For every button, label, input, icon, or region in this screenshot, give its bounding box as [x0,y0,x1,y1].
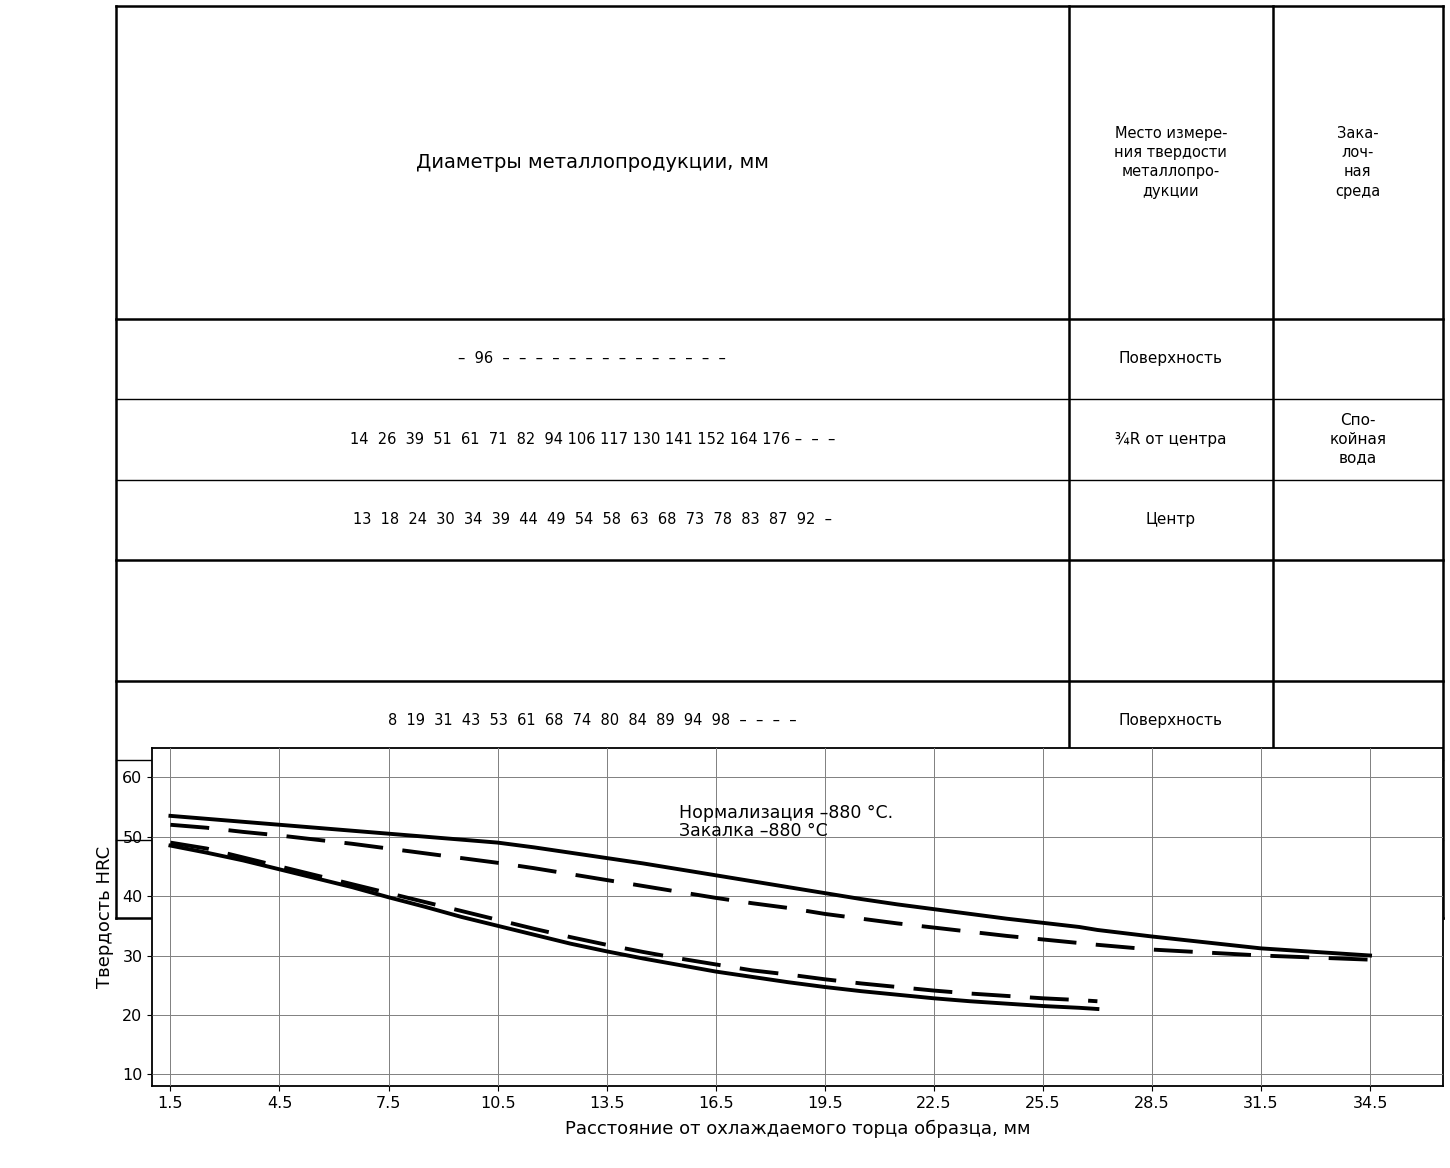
Text: Центр: Центр [1146,513,1196,527]
Text: Центр: Центр [1146,871,1196,887]
Text: Закалка –880 °C: Закалка –880 °C [680,822,828,840]
Text: Место измере-
ния твердости
металлопро-
дукции: Место измере- ния твердости металлопро- … [1115,126,1227,199]
Text: Диаметры металлопродукции, мм: Диаметры металлопродукции, мм [416,153,768,172]
Text: Нормализация –880 °C.: Нормализация –880 °C. [680,804,893,822]
Text: 5  12  18  25  31  38  44  49  54  59  63  68  72  77  82  87  92  –: 5 12 18 25 31 38 44 49 54 59 63 68 72 77… [357,793,828,808]
Text: –  5  10  14  19  24  29  33  38  42  45  49  52  57  62  67  71  75: – 5 10 14 19 24 29 33 38 42 45 49 52 57 … [357,871,828,887]
Text: Спо-
койное
масло: Спо- койное масло [1330,773,1386,826]
Text: ¾R от центра: ¾R от центра [1115,793,1227,808]
Text: Зака-
лоч-
ная
среда: Зака- лоч- ная среда [1335,126,1380,199]
X-axis label: Расстояние от охлаждаемого торца образца, мм: Расстояние от охлаждаемого торца образца… [564,1119,1031,1138]
Text: Поверхность: Поверхность [1119,352,1222,367]
Text: 14  26  39  51  61  71  82  94 106 117 130 141 152 164 176 –  –  –: 14 26 39 51 61 71 82 94 106 117 130 141 … [349,432,835,446]
Text: 8  19  31  43  53  61  68  74  80  84  89  94  98  –  –  –  –: 8 19 31 43 53 61 68 74 80 84 89 94 98 – … [389,714,796,728]
Text: ¾R от центра: ¾R от центра [1115,432,1227,446]
Text: Поверхность: Поверхность [1119,714,1222,728]
Y-axis label: Твердость HRC: Твердость HRC [96,846,113,988]
Text: –  96  –  –  –  –  –  –  –  –  –  –  –  –  –  –: – 96 – – – – – – – – – – – – – – [458,352,726,367]
Text: Спо-
койная
вода: Спо- койная вода [1330,413,1386,465]
Text: 13  18  24  30  34  39  44  49  54  58  63  68  73  78  83  87  92  –: 13 18 24 30 34 39 44 49 54 58 63 68 73 7… [352,513,832,527]
